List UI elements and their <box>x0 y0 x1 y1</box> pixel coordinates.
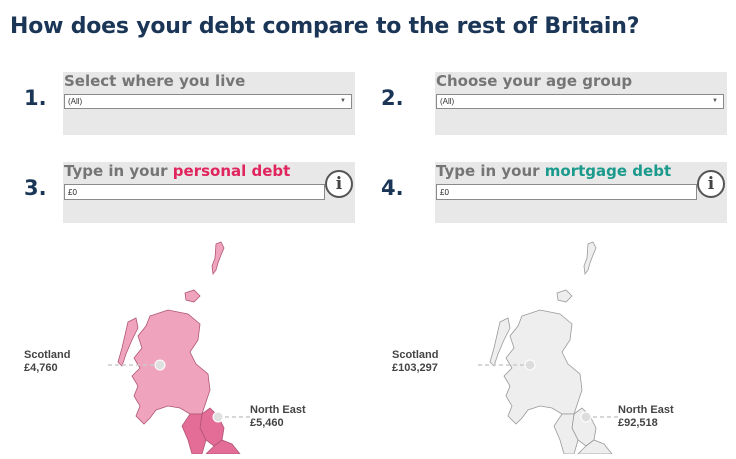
chevron-down-icon: ▼ <box>340 98 346 104</box>
shetland-shape <box>211 241 225 276</box>
region-value: £5,460 <box>250 417 284 429</box>
personal-debt-label: Type in your personal debt <box>64 162 290 180</box>
location-filter-label: Select where you live <box>64 72 246 90</box>
mortgage-debt-label-highlight: mortgage debt <box>544 162 672 180</box>
mortgage-debt-label: Type in your mortgage debt <box>436 162 671 180</box>
personal-debt-map-svg <box>108 241 250 455</box>
personal-debt-input[interactable] <box>64 184 325 200</box>
orkney-shape <box>556 289 573 303</box>
region-value: £4,760 <box>24 362 58 374</box>
scotland-mortgage-label: Scotland £103,297 <box>392 349 438 375</box>
age-filter-label: Choose your age group <box>436 72 633 90</box>
shetland-shape <box>583 241 597 276</box>
mortgage-debt-input[interactable] <box>436 184 697 200</box>
yorkshire-shape <box>205 439 241 455</box>
scotland-marker[interactable] <box>154 359 166 371</box>
step-2-number: 2. <box>381 86 404 110</box>
scotland-shape <box>503 309 583 425</box>
region-value: £92,518 <box>618 417 658 429</box>
personal-debt-label-highlight: personal debt <box>172 162 291 180</box>
page-title: How does your debt compare to the rest o… <box>10 14 640 39</box>
age-select[interactable]: (All) ▼ <box>436 94 724 109</box>
north-east-marker[interactable] <box>580 411 592 423</box>
step-4-number: 4. <box>381 176 404 200</box>
step-3-number: 3. <box>24 176 47 200</box>
step-1-number: 1. <box>24 86 47 110</box>
mortgage-debt-map: Scotland £103,297 North East £92,518 <box>382 230 682 455</box>
location-filter-panel: Select where you live (All) ▼ <box>63 72 355 135</box>
north-east-marker[interactable] <box>212 411 224 423</box>
age-select-value: (All) <box>440 97 455 106</box>
chevron-down-icon: ▼ <box>712 98 718 104</box>
info-icon[interactable]: i <box>325 170 353 198</box>
north-east-mortgage-label: North East £92,518 <box>618 404 674 430</box>
hebrides-shape <box>489 317 511 367</box>
location-select[interactable]: (All) ▼ <box>64 94 352 109</box>
scotland-marker[interactable] <box>524 359 536 371</box>
region-name: North East <box>250 404 306 416</box>
north-east-personal-label: North East £5,460 <box>250 404 306 430</box>
personal-debt-label-prefix: Type in your <box>64 162 173 180</box>
scotland-shape <box>131 309 211 425</box>
region-name: Scotland <box>24 349 71 361</box>
region-value: £103,297 <box>392 362 438 374</box>
orkney-shape <box>184 289 201 303</box>
mortgage-debt-map-svg <box>478 241 618 455</box>
personal-debt-panel: Type in your personal debt i <box>63 162 355 223</box>
location-select-value: (All) <box>68 97 83 106</box>
scotland-personal-label: Scotland £4,760 <box>24 349 70 375</box>
info-icon[interactable]: i <box>697 170 725 198</box>
region-name: Scotland <box>392 349 439 361</box>
personal-debt-map: Scotland £4,760 North East £5,460 <box>10 230 310 455</box>
region-name: North East <box>618 404 674 416</box>
age-filter-panel: Choose your age group (All) ▼ <box>435 72 727 135</box>
yorkshire-shape <box>577 439 613 455</box>
mortgage-debt-label-prefix: Type in your <box>436 162 545 180</box>
hebrides-shape <box>117 317 139 367</box>
mortgage-debt-panel: Type in your mortgage debt i <box>435 162 727 223</box>
